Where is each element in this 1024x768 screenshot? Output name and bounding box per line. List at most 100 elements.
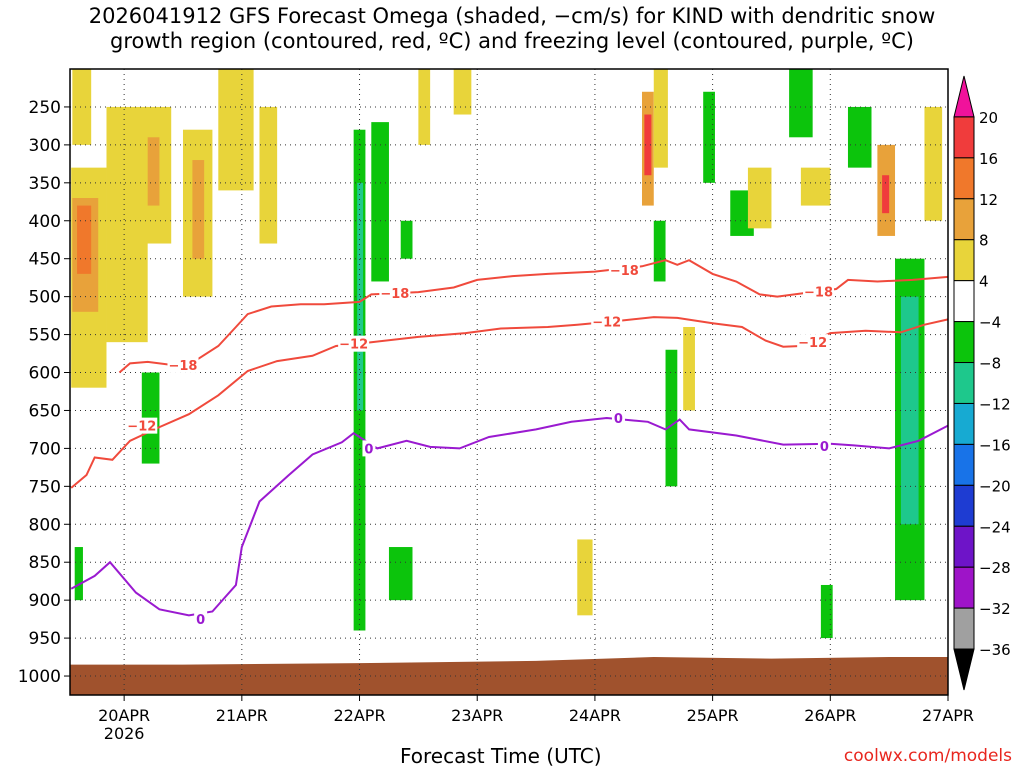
omega-shading-layer bbox=[71, 69, 943, 639]
contour-label-bg-0-3 bbox=[803, 283, 835, 300]
y-tick-label-600: 600 bbox=[29, 364, 61, 384]
contour-label-1-3: −12 bbox=[798, 336, 827, 351]
omega-cell-6 bbox=[147, 137, 160, 206]
contour-label-0-3: −18 bbox=[804, 285, 833, 300]
colorbar-label-2: 12 bbox=[979, 191, 998, 209]
y-tick-label-300: 300 bbox=[29, 136, 61, 156]
colorbar-swatch-8 bbox=[953, 402, 975, 445]
colorbar-label-6: −8 bbox=[979, 355, 1001, 373]
colorbar-label-5: −4 bbox=[979, 314, 1001, 332]
omega-cell-32 bbox=[847, 106, 872, 168]
contour-line-0 bbox=[118, 259, 949, 374]
omega-cell-8 bbox=[192, 160, 205, 259]
title-line-2: growth region (contoured, red, ºC) and f… bbox=[110, 29, 914, 53]
contour-label-bg-0-1 bbox=[379, 284, 411, 301]
colorbar-swatch-2 bbox=[953, 157, 975, 200]
contour-label-bg-1-0 bbox=[126, 417, 158, 434]
omega-cell-23 bbox=[653, 69, 668, 168]
y-tick-label-950: 950 bbox=[29, 629, 61, 649]
colorbar-swatch-13 bbox=[953, 607, 975, 650]
credit-text: coolwx.com/models bbox=[843, 746, 1012, 766]
omega-cell-3 bbox=[72, 69, 92, 145]
omega-cell-34 bbox=[882, 175, 890, 214]
contour-lines-layer: −18 −18 −18 −18 −12 −12 −12 −12 0 0 0 0 bbox=[70, 259, 949, 628]
omega-cell-9 bbox=[218, 69, 254, 191]
omega-cell-31 bbox=[800, 167, 831, 206]
contour-label-1-2: −12 bbox=[592, 316, 621, 331]
y-tick-label-800: 800 bbox=[29, 515, 61, 535]
colorbar-swatch-5 bbox=[953, 280, 975, 323]
colorbar-label-3: 8 bbox=[979, 232, 989, 250]
contour-label-bg-1-1 bbox=[338, 335, 370, 352]
omega-cell-30 bbox=[789, 69, 813, 138]
x-tick-label-0: 20APR bbox=[98, 706, 150, 725]
y-tick-label-500: 500 bbox=[29, 288, 61, 308]
colorbar-swatch-12 bbox=[953, 566, 975, 609]
omega-cell-29 bbox=[747, 167, 772, 229]
contour-label-bg-2-1 bbox=[362, 440, 376, 457]
colorbar-swatch-10 bbox=[953, 484, 975, 527]
contour-line-2 bbox=[70, 416, 949, 617]
omega-cell-38 bbox=[820, 584, 833, 639]
colorbar-label-13: −36 bbox=[979, 641, 1011, 659]
omega-cell-22 bbox=[644, 114, 652, 176]
colorbar-label-7: −12 bbox=[979, 395, 1011, 413]
x-tick-label-5: 25APR bbox=[687, 706, 739, 725]
omega-cell-15 bbox=[371, 122, 389, 282]
colorbar-label-8: −16 bbox=[979, 436, 1011, 454]
colorbar-bottom-triangle bbox=[953, 648, 975, 691]
y-tick-label-250: 250 bbox=[29, 98, 61, 118]
omega-cell-18 bbox=[418, 69, 431, 145]
x-tick-label-7: 27APR bbox=[922, 706, 974, 725]
chart-title: 2026041912 GFS Forecast Omega (shaded, −… bbox=[0, 4, 1024, 54]
x-tick-label-3: 23APR bbox=[451, 706, 503, 725]
x-tick-label-4: 24APR bbox=[569, 706, 621, 725]
contour-label-1-0: −12 bbox=[127, 420, 156, 435]
omega-cell-36 bbox=[900, 296, 919, 525]
x-tick-label-1: 21APR bbox=[216, 706, 268, 725]
colorbar: 20 16 12 8 4 −4 −8 −12 −16 −20 −24 −28 −32 −36 bbox=[953, 75, 1011, 691]
y-tick-label-750: 750 bbox=[29, 477, 61, 497]
y-tick-label-350: 350 bbox=[29, 174, 61, 194]
y-tick-label-450: 450 bbox=[29, 250, 61, 270]
plot-frame bbox=[69, 68, 949, 696]
colorbar-swatch-1 bbox=[953, 116, 975, 159]
title-line-1: 2026041912 GFS Forecast Omega (shaded, −… bbox=[88, 4, 936, 28]
contour-label-bg-2-0 bbox=[194, 611, 208, 628]
contour-label-bg-1-2 bbox=[591, 313, 623, 330]
colorbar-swatch-4 bbox=[953, 239, 975, 282]
omega-cell-16 bbox=[400, 220, 413, 259]
omega-cell-11 bbox=[74, 547, 83, 601]
contour-label-0-2: −18 bbox=[610, 264, 639, 279]
contour-label-2-3: 0 bbox=[820, 440, 829, 455]
contour-label-2-1: 0 bbox=[364, 442, 373, 457]
omega-cell-37 bbox=[924, 106, 943, 221]
y-tick-label-700: 700 bbox=[29, 439, 61, 459]
colorbar-label-12: −32 bbox=[979, 600, 1011, 618]
contour-label-bg-0-2 bbox=[608, 262, 640, 279]
colorbar-label-10: −24 bbox=[979, 518, 1011, 536]
colorbar-label-4: 4 bbox=[979, 273, 989, 291]
contour-label-1-1: −12 bbox=[339, 338, 368, 353]
y-tick-label-650: 650 bbox=[29, 401, 61, 421]
x-tick-label-6: 26APR bbox=[804, 706, 856, 725]
contour-label-2-2: 0 bbox=[614, 412, 623, 427]
y-tick-label-850: 850 bbox=[29, 553, 61, 573]
colorbar-label-1: 16 bbox=[979, 150, 998, 168]
colorbar-top-triangle bbox=[953, 75, 975, 118]
colorbar-swatch-7 bbox=[953, 362, 975, 404]
y-tick-label-550: 550 bbox=[29, 326, 61, 346]
omega-cell-24 bbox=[653, 220, 666, 282]
contour-label-bg-2-3 bbox=[817, 438, 831, 455]
contour-label-0-0: −18 bbox=[168, 359, 197, 374]
colorbar-label-0: 20 bbox=[979, 109, 998, 127]
contour-label-bg-0-0 bbox=[167, 356, 199, 373]
omega-cell-4 bbox=[106, 106, 148, 343]
contour-label-bg-2-2 bbox=[611, 410, 625, 427]
omega-cell-20 bbox=[577, 539, 593, 616]
omega-cell-19 bbox=[453, 69, 472, 115]
contour-label-0-1: −18 bbox=[380, 287, 409, 302]
y-tick-label-1000: 1000 bbox=[18, 667, 61, 687]
colorbar-swatch-3 bbox=[953, 198, 975, 241]
